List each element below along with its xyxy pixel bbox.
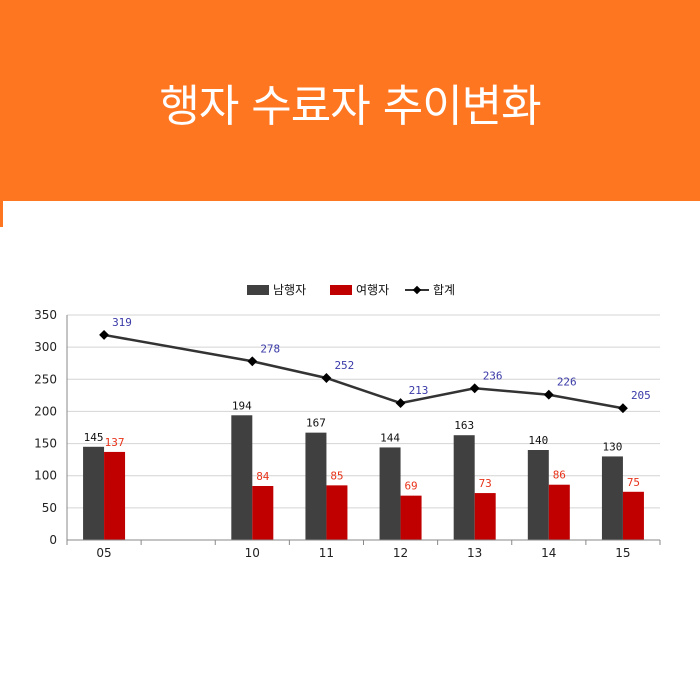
bar-male	[305, 432, 327, 540]
total-marker	[99, 329, 110, 340]
x-tick-label: 13	[467, 546, 482, 560]
bar-female-label: 75	[627, 476, 640, 489]
chart-bars	[83, 415, 644, 540]
bar-female-label: 84	[256, 470, 270, 483]
bar-female	[104, 451, 126, 540]
legend-label-female: 여행자	[356, 282, 389, 297]
page-header: 행자 수료자 추이변화	[0, 0, 700, 201]
bar-male-label: 194	[232, 399, 252, 412]
bar-female-label: 85	[330, 469, 343, 482]
bar-female	[548, 484, 570, 540]
total-label: 226	[557, 376, 577, 389]
total-marker	[469, 383, 480, 394]
total-label: 278	[260, 342, 280, 355]
total-marker	[543, 389, 554, 400]
bar-female	[474, 493, 496, 540]
total-label: 205	[631, 389, 651, 402]
x-tick-label: 12	[393, 546, 408, 560]
legend-swatch-male	[247, 285, 269, 295]
bar-male-label: 167	[306, 417, 326, 430]
y-tick-label: 300	[34, 340, 57, 354]
bar-female-label: 137	[105, 436, 125, 449]
bar-male-label: 144	[380, 431, 400, 444]
total-label: 236	[483, 369, 503, 382]
bar-male-label: 163	[454, 419, 474, 432]
total-line	[103, 333, 624, 410]
x-tick-label: 10	[245, 546, 260, 560]
bar-male-label: 140	[528, 434, 548, 447]
chart-axes: 0 50 100 150 200 250 300 350 05 10 11 12 13 14 15	[34, 308, 661, 560]
y-tick-label: 100	[34, 469, 57, 483]
bar-female	[326, 485, 348, 540]
bar-female-label: 69	[404, 480, 417, 493]
total-marker	[321, 373, 332, 383]
y-tick-label: 250	[34, 372, 57, 386]
bar-male	[231, 415, 253, 540]
x-tick-label: 11	[319, 546, 334, 560]
chart: 남행자 여행자 합계 145 1371948416785144691637314086…	[34, 282, 661, 560]
x-tick-label: 14	[541, 546, 556, 560]
bar-male-label: 130	[603, 440, 623, 453]
total-marker	[247, 356, 258, 367]
chart-legend: 남행자 여행자 합계	[247, 282, 455, 297]
chart-line	[99, 329, 628, 414]
legend-marker-total	[412, 285, 422, 295]
bar-male	[527, 450, 549, 540]
legend-swatch-female	[330, 285, 352, 295]
bar-female	[400, 495, 422, 540]
legend-label-male: 남행자	[273, 282, 306, 297]
total-marker	[395, 398, 406, 409]
page-title: 행자 수료자 추이변화	[159, 81, 541, 132]
y-tick-label: 200	[34, 404, 57, 418]
bar-male	[83, 446, 105, 540]
header-accent	[0, 201, 3, 227]
y-tick-label: 50	[42, 501, 57, 515]
bar-female-label: 73	[479, 477, 492, 490]
x-tick-label: 05	[96, 546, 111, 560]
bar-female	[622, 491, 644, 540]
bar-male	[601, 456, 623, 540]
total-label: 319	[112, 316, 132, 329]
legend-label-total: 합계	[433, 283, 455, 297]
total-label: 213	[409, 384, 429, 397]
bar-male	[453, 435, 475, 540]
bar-female	[252, 486, 274, 540]
y-tick-label: 150	[34, 437, 57, 451]
bar-female-label: 86	[553, 469, 566, 482]
y-tick-label: 350	[34, 308, 57, 322]
chart-labels: 145 137 194 84 167 85 144 69 163 73 140 86 130 75 319 2…	[84, 316, 651, 493]
total-marker	[617, 403, 628, 414]
bar-male-label: 145	[84, 431, 104, 444]
total-label: 252	[334, 359, 354, 372]
x-tick-label: 15	[615, 546, 630, 560]
bar-male	[379, 447, 401, 540]
y-tick-label: 0	[49, 533, 57, 547]
